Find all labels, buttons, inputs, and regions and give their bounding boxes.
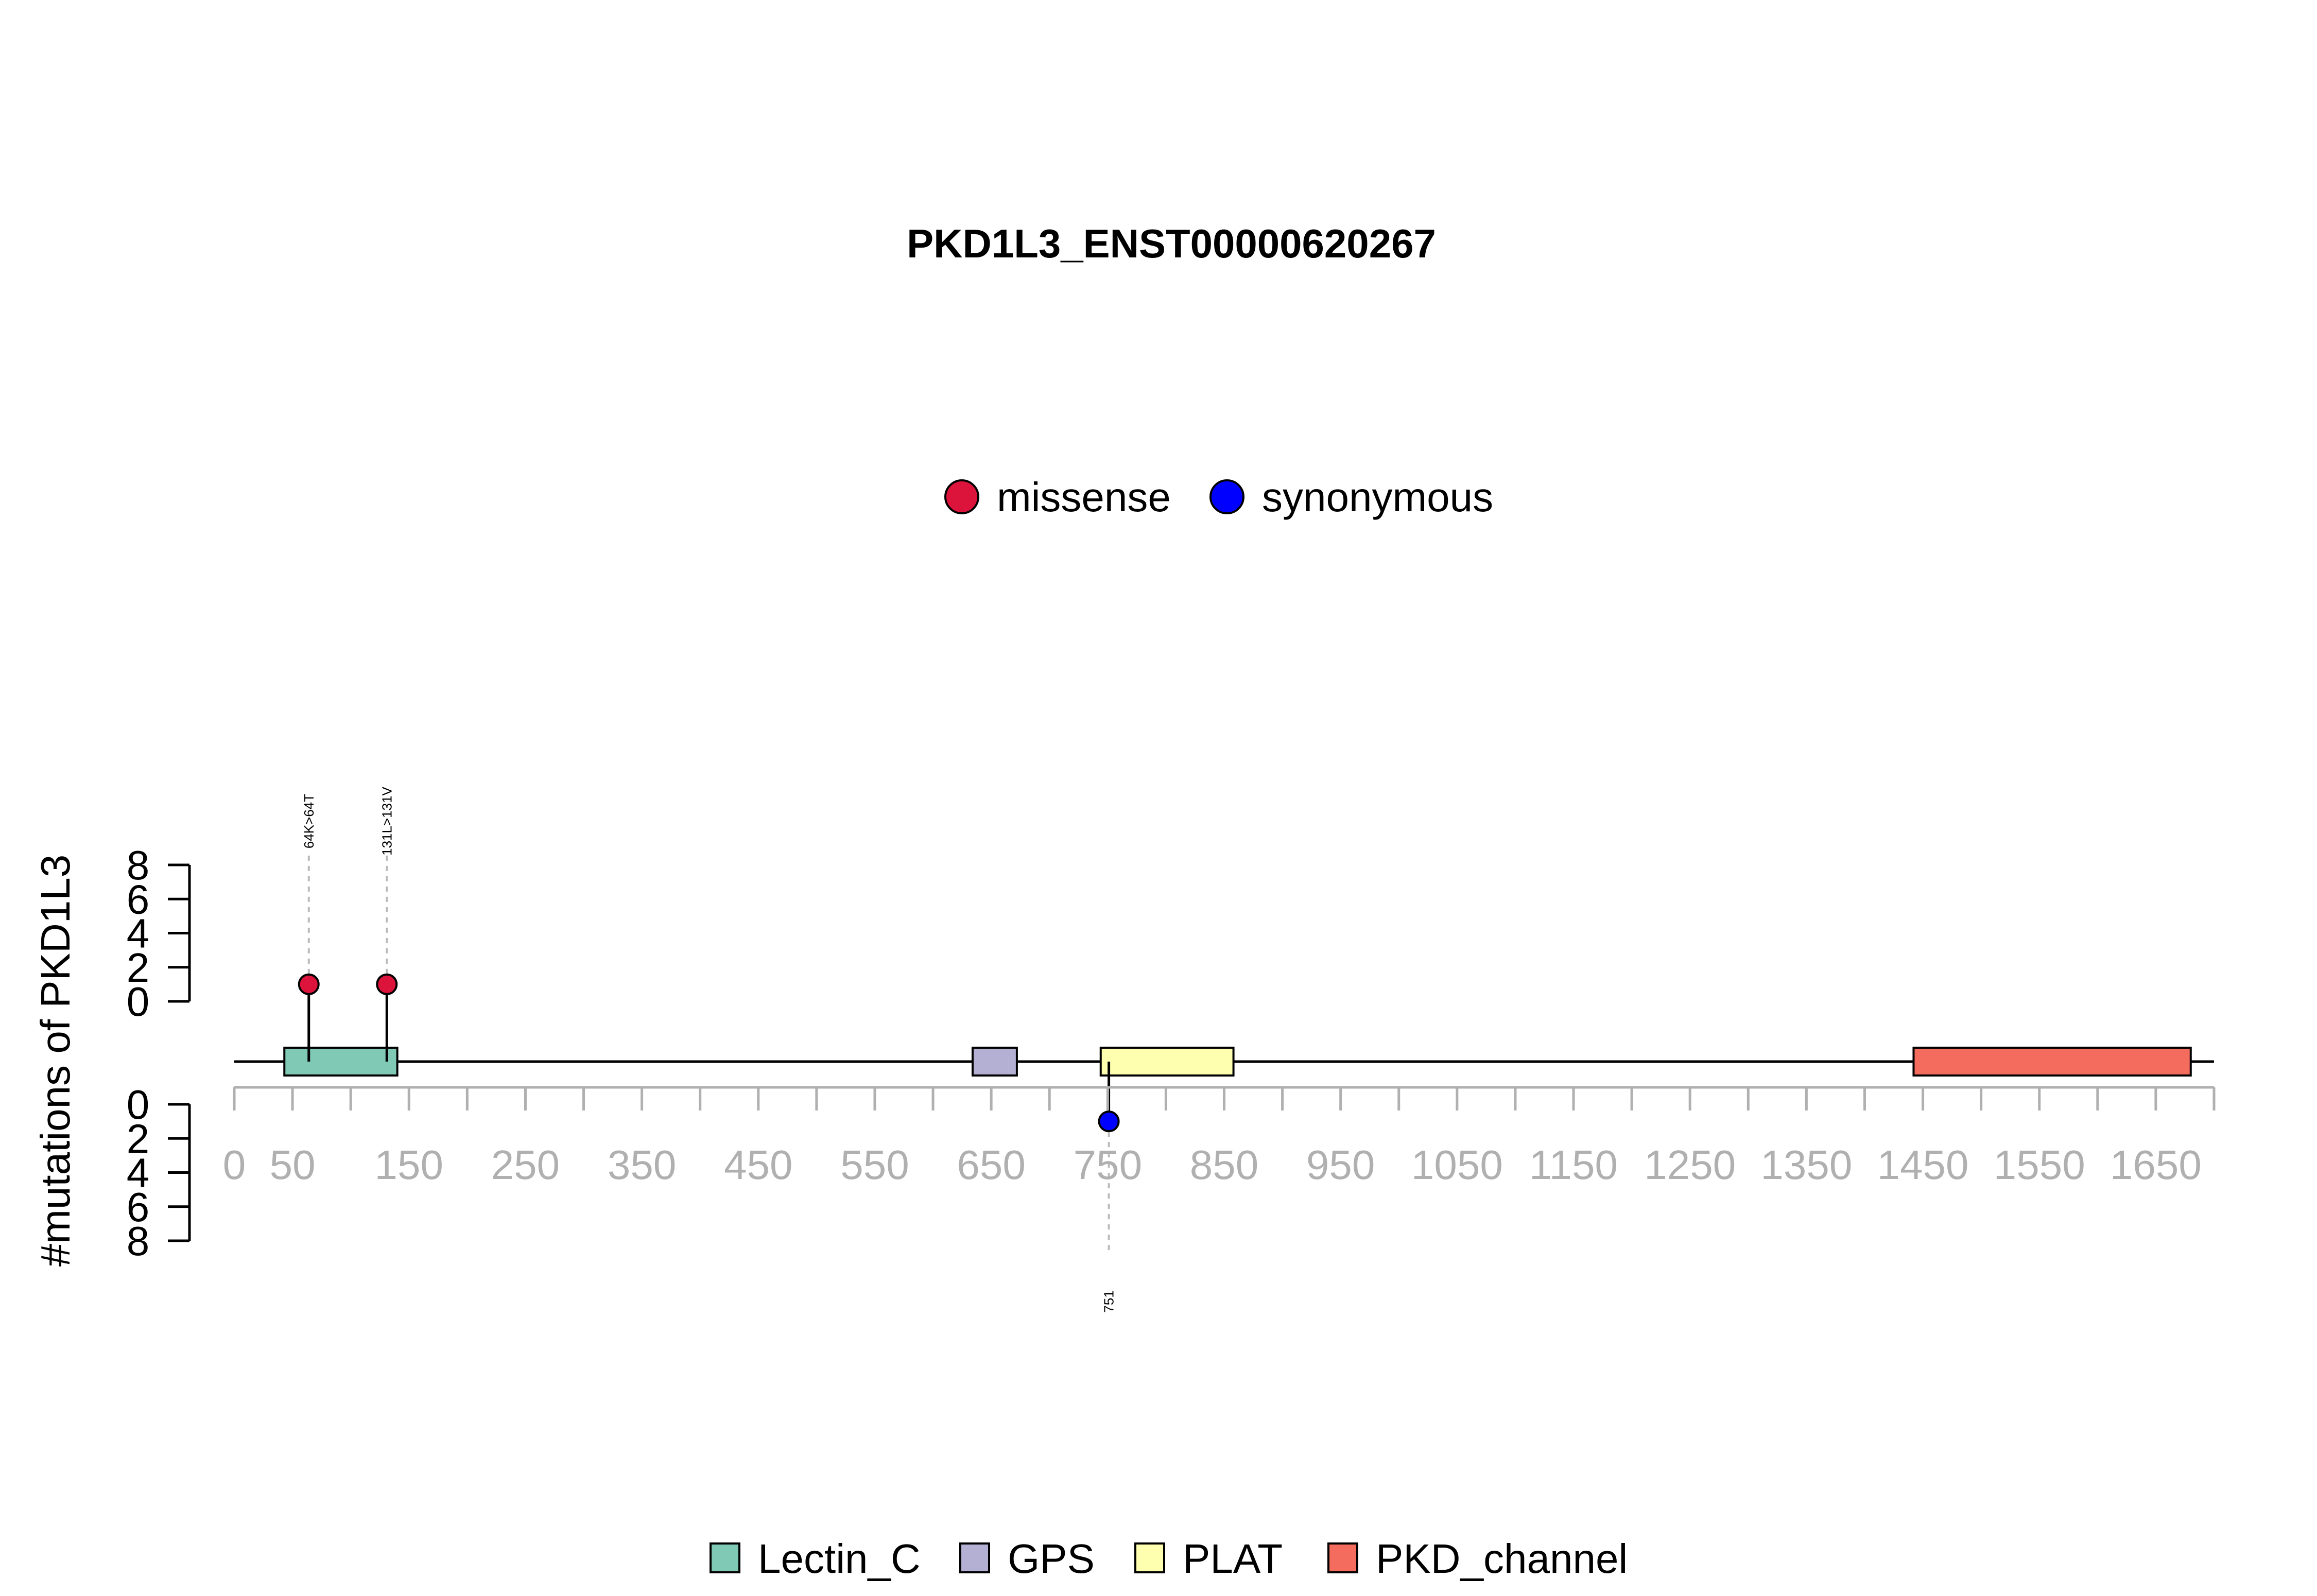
- mutation-legend-item-missense: missense: [944, 474, 1171, 520]
- domain-Lectin_C: [283, 1047, 399, 1077]
- domain-legend-item-PLAT: PLAT: [1134, 1536, 1283, 1582]
- legend-marker-synonymous: [1209, 479, 1244, 514]
- x-tick-label-650: 650: [957, 1142, 1025, 1188]
- y-axis-top-tick-label-2: 2: [127, 945, 150, 991]
- legend-marker-missense: [944, 479, 979, 514]
- domain-legend-label-PLAT: PLAT: [1183, 1536, 1283, 1582]
- domain-track: [283, 1047, 2192, 1077]
- domain-legend-swatch-PKD_channel: [1327, 1542, 1358, 1573]
- x-tick-label-950: 950: [1306, 1142, 1375, 1188]
- x-tick-label-1150: 1150: [1529, 1142, 1618, 1188]
- x-axis: 0 50 150 250 350 450 550 650 750 850 950 1050 1150 12…: [223, 1086, 2216, 1188]
- legend-label-missense: missense: [997, 474, 1171, 520]
- x-tick-label-850: 850: [1190, 1142, 1258, 1188]
- y-axis-top-tick-label-8: 8: [127, 842, 150, 888]
- mutation-64K>64T: 64K>64T: [298, 794, 320, 1062]
- y-axis-bottom-tick-label-6: 6: [127, 1184, 150, 1230]
- mutation-131L>131V: 131L>131V: [376, 786, 398, 1062]
- chart-title: PKD1L3_ENST00000620267: [907, 221, 1436, 266]
- mutation-label: 131L>131V: [379, 786, 394, 855]
- y-axis-bottom-tick-label-0: 0: [127, 1082, 150, 1127]
- x-tick-label-1650: 1650: [2110, 1142, 2202, 1188]
- x-tick-label-550: 550: [840, 1142, 909, 1188]
- domain-legend-label-PKD_channel: PKD_channel: [1376, 1536, 1628, 1582]
- domain-legend-item-Lectin_C: Lectin_C: [710, 1536, 921, 1582]
- legend-label-synonymous: synonymous: [1262, 474, 1493, 520]
- domain-PLAT: [1099, 1047, 1235, 1077]
- y-axis-top-tick-label-0: 0: [127, 979, 150, 1025]
- mutation-label: 64K>64T: [301, 794, 317, 848]
- x-tick-label-150: 150: [375, 1142, 443, 1188]
- y-axis-top-tick-label-4: 4: [127, 911, 150, 957]
- x-tick-label-750: 750: [1074, 1142, 1142, 1188]
- x-tick-label-350: 350: [608, 1142, 676, 1188]
- domain-legend-swatch-GPS: [959, 1542, 990, 1573]
- domain-legend: Lectin_C GPS PLAT PKD_channel: [710, 1536, 1628, 1582]
- mutation-marker: [298, 973, 320, 995]
- domain-legend-label-GPS: GPS: [1008, 1536, 1095, 1582]
- mutation-label: 751: [1101, 1290, 1117, 1312]
- x-tick-label-50: 50: [270, 1142, 316, 1188]
- x-tick-label-1450: 1450: [1877, 1142, 1969, 1188]
- x-tick-label-0: 0: [223, 1142, 246, 1188]
- x-tick-label-1050: 1050: [1411, 1142, 1503, 1188]
- y-axis-bottom-tick-label-8: 8: [127, 1218, 150, 1264]
- domain-legend-swatch-Lectin_C: [710, 1542, 740, 1573]
- y-axis-label: #mutations of PKD1L3: [32, 855, 78, 1267]
- domain-legend-swatch-PLAT: [1134, 1542, 1165, 1573]
- domain-GPS: [971, 1047, 1018, 1077]
- y-axis-bottom-tick-label-2: 2: [127, 1116, 150, 1161]
- x-tick-label-250: 250: [491, 1142, 560, 1188]
- mutation-marker: [376, 973, 398, 995]
- mutation-legend: missense synonymous: [944, 474, 1493, 520]
- mutation-marker: [1098, 1111, 1120, 1133]
- y-axis-bottom-tick-label-4: 4: [127, 1150, 150, 1196]
- y-axis-top-tick-label-6: 6: [127, 876, 150, 922]
- domain-legend-item-PKD_channel: PKD_channel: [1327, 1536, 1628, 1582]
- x-tick-label-1550: 1550: [1994, 1142, 2085, 1188]
- x-tick-label-1250: 1250: [1644, 1142, 1736, 1188]
- x-tick-label-450: 450: [724, 1142, 792, 1188]
- domain-legend-item-GPS: GPS: [959, 1536, 1095, 1582]
- domain-PKD_channel: [1912, 1047, 2192, 1077]
- domain-legend-label-Lectin_C: Lectin_C: [758, 1536, 921, 1582]
- x-tick-label-1350: 1350: [1760, 1142, 1852, 1188]
- mutation-legend-item-synonymous: synonymous: [1209, 474, 1493, 520]
